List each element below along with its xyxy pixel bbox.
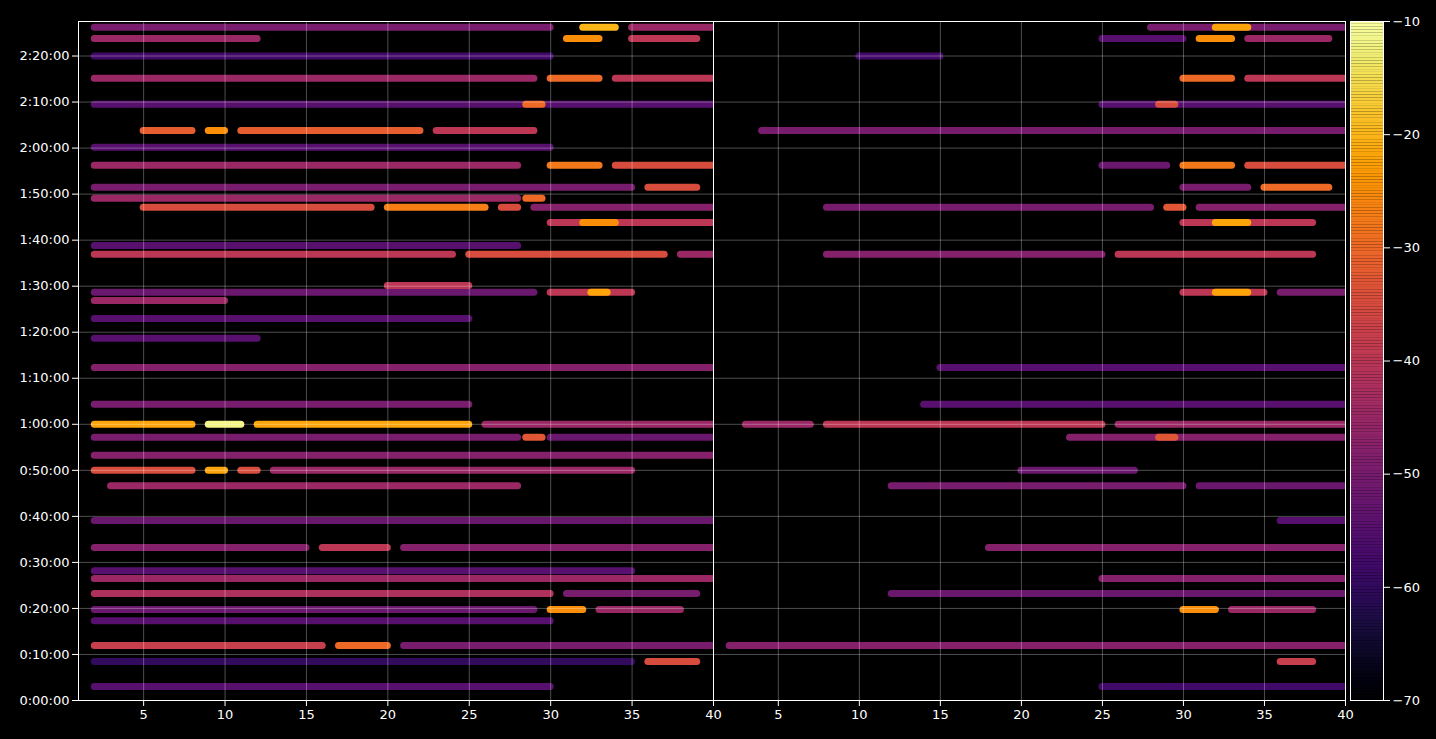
svg-text:40: 40 <box>705 707 722 722</box>
svg-text:2:20:00: 2:20:00 <box>19 48 69 63</box>
svg-text:1:40:00: 1:40:00 <box>19 232 69 247</box>
svg-text:2:10:00: 2:10:00 <box>19 94 69 109</box>
svg-text:−50: −50 <box>1393 466 1420 481</box>
svg-text:10: 10 <box>217 707 234 722</box>
svg-text:−10: −10 <box>1393 14 1420 29</box>
svg-text:5: 5 <box>774 707 782 722</box>
svg-text:25: 25 <box>461 707 478 722</box>
svg-text:20: 20 <box>1013 707 1030 722</box>
svg-text:2:00:00: 2:00:00 <box>19 140 69 155</box>
svg-text:0:00:00: 0:00:00 <box>19 693 69 708</box>
svg-text:25: 25 <box>1094 707 1111 722</box>
svg-text:1:00:00: 1:00:00 <box>19 416 69 431</box>
svg-text:−70: −70 <box>1393 693 1420 708</box>
svg-text:0:20:00: 0:20:00 <box>19 601 69 616</box>
svg-text:1:30:00: 1:30:00 <box>19 278 69 293</box>
svg-text:40: 40 <box>1337 707 1354 722</box>
svg-text:1:50:00: 1:50:00 <box>19 186 69 201</box>
svg-text:20: 20 <box>380 707 397 722</box>
svg-text:−40: −40 <box>1393 353 1420 368</box>
svg-text:1:20:00: 1:20:00 <box>19 324 69 339</box>
svg-text:−20: −20 <box>1393 127 1420 142</box>
svg-text:0:10:00: 0:10:00 <box>19 647 69 662</box>
svg-text:35: 35 <box>624 707 641 722</box>
svg-text:30: 30 <box>1175 707 1192 722</box>
svg-text:30: 30 <box>542 707 559 722</box>
svg-text:0:40:00: 0:40:00 <box>19 509 69 524</box>
svg-text:35: 35 <box>1256 707 1273 722</box>
svg-text:0:30:00: 0:30:00 <box>19 555 69 570</box>
svg-text:−30: −30 <box>1393 240 1420 255</box>
svg-text:10: 10 <box>851 707 868 722</box>
svg-text:5: 5 <box>139 707 147 722</box>
svg-text:15: 15 <box>298 707 315 722</box>
svg-text:−60: −60 <box>1393 579 1420 594</box>
svg-text:15: 15 <box>932 707 949 722</box>
svg-text:0:50:00: 0:50:00 <box>19 462 69 477</box>
svg-text:1:10:00: 1:10:00 <box>19 370 69 385</box>
